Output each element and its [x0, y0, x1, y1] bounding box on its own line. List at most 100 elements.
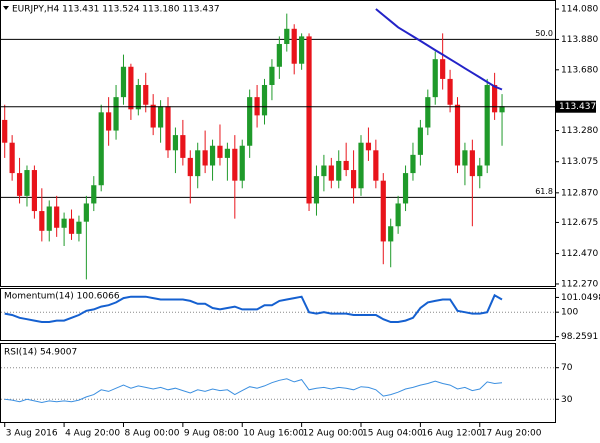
candle-body [24, 170, 30, 196]
candle-body [417, 127, 423, 155]
fib-level-label: 61.8 [535, 187, 553, 196]
panel-title: Momentum(14) 100.6066 [4, 292, 120, 302]
candle-body [365, 142, 372, 151]
candle-body [432, 59, 438, 98]
y-tick-label: 112.270 [561, 279, 598, 289]
candle-body [299, 36, 305, 64]
candle-body [76, 221, 82, 234]
x-tick-label: 3 Aug 2016 [6, 429, 58, 439]
candle-body [157, 106, 164, 128]
candle-body [484, 84, 490, 166]
momentum-panel-frame [0, 288, 556, 341]
y-tick-label: 112.870 [561, 188, 598, 198]
candle-body [358, 142, 364, 189]
candle-body [492, 84, 498, 113]
candle-body [202, 150, 208, 166]
y-tick-label: 70 [561, 363, 573, 373]
last-price-box [556, 100, 596, 113]
candle-body [68, 218, 75, 234]
candle-body [120, 66, 127, 98]
candle-body [61, 218, 67, 228]
candle-body [328, 165, 334, 181]
candle-body [402, 173, 409, 204]
y-tick-label: 112.675 [561, 218, 598, 228]
y-tick-label: 101.0498 [561, 293, 600, 303]
candle-body [343, 160, 349, 171]
candle-body [16, 173, 23, 196]
candle-body [113, 97, 119, 131]
candle-body [98, 112, 104, 186]
candle-body [261, 84, 268, 116]
indicator-line [4, 378, 503, 404]
y-tick-label: 100 [561, 308, 578, 318]
panel-title: EURJPY,H4 113.431 113.524 113.180 113.43… [12, 5, 220, 15]
candle-body [313, 176, 320, 204]
candle-body [106, 112, 112, 131]
candle-body [454, 104, 461, 166]
candle-body [395, 203, 401, 227]
candle-body [373, 150, 379, 181]
candle-body [388, 226, 394, 242]
x-tick-label: 15 Aug 04:00 [362, 429, 423, 439]
x-tick-label: 4 Aug 20:00 [65, 429, 120, 439]
candle-body [217, 145, 223, 158]
candle-body [447, 78, 453, 105]
y-tick-label: 98.2591 [561, 332, 598, 342]
symbol-marker [3, 6, 9, 10]
candle-body [440, 59, 446, 79]
x-tick-label: 9 Aug 08:00 [184, 429, 239, 439]
candle-body [9, 142, 15, 174]
candle-body [150, 104, 156, 128]
rsi-panel-frame [0, 343, 556, 423]
candle-body [425, 97, 431, 128]
candle-body [232, 148, 238, 181]
y-tick-label: 114.080 [561, 5, 598, 15]
candle-body [336, 160, 342, 181]
candle-body [477, 165, 483, 177]
last-price-label: 113.437 [559, 102, 596, 112]
candle-body [46, 206, 52, 231]
candle-body [187, 157, 193, 177]
main-panel-frame [0, 0, 556, 287]
moving-average [375, 8, 503, 91]
candle-body [135, 84, 141, 110]
y-tick-label: 112.470 [561, 249, 598, 259]
candle-body [39, 211, 45, 231]
candle-body [380, 180, 386, 242]
candle-body [350, 170, 357, 189]
x-tick-label: 16 Aug 12:00 [421, 429, 482, 439]
candle-body [209, 145, 216, 166]
y-tick-label: 113.075 [561, 157, 598, 167]
candle-body [54, 206, 60, 228]
candle-body [91, 185, 97, 204]
y-tick-label: 30 [561, 395, 573, 405]
panel-title: RSI(14) 54.9007 [4, 348, 77, 358]
y-tick-label: 113.280 [561, 126, 598, 136]
x-tick-label: 10 Aug 16:00 [243, 429, 304, 439]
x-tick-label: 17 Aug 20:00 [481, 429, 542, 439]
candle-body [172, 135, 179, 151]
candle-body [410, 154, 416, 174]
y-tick-label: 113.880 [561, 35, 598, 45]
y-tick-label: 113.680 [561, 65, 598, 75]
candle-body [224, 148, 230, 158]
fib-level-label: 50.0 [535, 29, 553, 38]
candle-body [469, 150, 475, 177]
candle-body [165, 106, 171, 151]
candle-body [291, 28, 297, 64]
candle-body [321, 165, 327, 177]
candle-body [83, 203, 89, 222]
candle-body [462, 150, 468, 166]
x-tick-label: 8 Aug 00:00 [124, 429, 179, 439]
candle-body [247, 97, 253, 146]
candle-body [2, 119, 8, 143]
candle-body [195, 150, 201, 177]
candle-body [128, 66, 134, 110]
indicator-line [4, 293, 503, 323]
candle-body [31, 170, 38, 212]
candle-body [180, 135, 186, 158]
candle-body [269, 66, 275, 85]
candle-body [143, 84, 149, 105]
candle-body [306, 36, 312, 204]
